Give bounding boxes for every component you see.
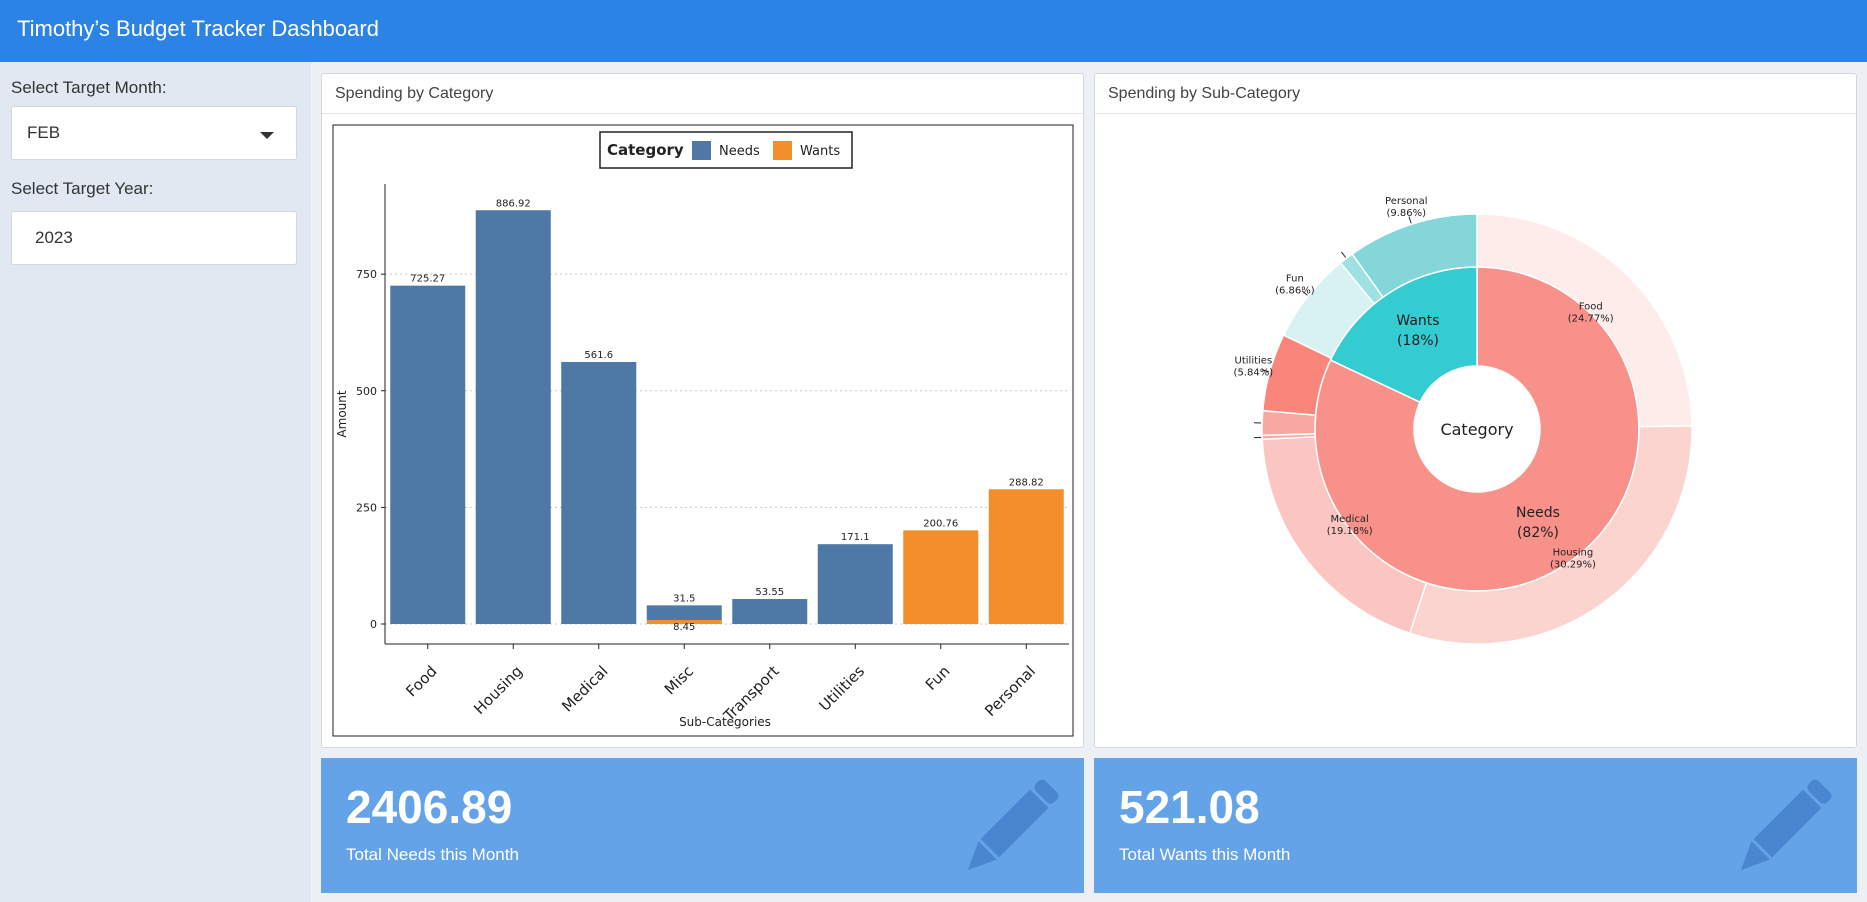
- bar-wants: [988, 489, 1064, 624]
- outer-label: Personal: [1385, 196, 1428, 207]
- outer-label-pct: (9.86%): [1386, 208, 1426, 219]
- inner-label-pct: (82%): [1517, 525, 1559, 541]
- y-tick-label: 250: [356, 501, 377, 514]
- y-axis-title: Amount: [335, 390, 349, 437]
- outer-slice: [1351, 213, 1478, 299]
- data-label: 886.92: [496, 198, 531, 209]
- total-wants-value: 521.08: [1119, 781, 1260, 833]
- year-input-value: 2023: [35, 228, 73, 247]
- box-title: Spending by Category: [335, 85, 494, 102]
- app-title: Timothy’s Budget Tracker Dashboard: [17, 16, 379, 41]
- app-header: Timothy’s Budget Tracker Dashboard: [0, 0, 1867, 62]
- data-label: 8.45: [673, 622, 695, 633]
- inner-label-pct: (18%): [1397, 333, 1439, 349]
- leader-line: [1408, 216, 1412, 224]
- y-tick-label: 500: [356, 385, 377, 398]
- outer-label-pct: (30.29%): [1550, 560, 1596, 571]
- bar-needs: [390, 285, 466, 624]
- leader-line: [1341, 251, 1347, 258]
- legend-box: [599, 131, 853, 169]
- box-header: Spending by Category: [322, 74, 1083, 114]
- sidebar: Select Target Month: FEB Select Target Y…: [0, 62, 311, 902]
- data-label: 200.76: [923, 518, 958, 529]
- outer-label: Food: [1579, 302, 1603, 313]
- inner-label: Needs: [1516, 505, 1560, 521]
- data-label: 725.27: [410, 274, 445, 285]
- data-label: 53.55: [755, 587, 784, 598]
- data-label: 561.6: [584, 350, 613, 361]
- outer-label: Utilities: [1235, 355, 1273, 366]
- total-needs-value: 2406.89: [346, 781, 513, 833]
- data-label: 31.5: [673, 593, 695, 604]
- x-axis-title: Sub-Categories: [679, 715, 771, 729]
- legend-label: Needs: [719, 144, 760, 159]
- outer-label-pct: (24.77%): [1568, 314, 1614, 325]
- center-label: Category: [1440, 420, 1513, 439]
- box-title: Spending by Sub-Category: [1108, 85, 1301, 102]
- total-wants-caption: Total Wants this Month: [1119, 845, 1291, 864]
- bar-needs: [817, 544, 893, 624]
- box-header: Spending by Sub-Category: [1095, 74, 1856, 114]
- outer-label-pct: (5.84%): [1234, 367, 1274, 378]
- center-hole: [1414, 366, 1540, 492]
- pencil-icon: [1740, 779, 1832, 871]
- legend-swatch-wants: [773, 141, 792, 160]
- category-chart-box: Spending by Category 0 250 500 750 725.27 Foo…: [321, 73, 1084, 748]
- outer-label-pct: (19.18%): [1327, 526, 1373, 537]
- bar-needs: [732, 599, 808, 624]
- month-select[interactable]: FEB: [11, 106, 297, 160]
- total-needs-caption: Total Needs this Month: [346, 845, 519, 864]
- outer-label: Fun: [1286, 273, 1304, 284]
- leader-line: [1301, 290, 1308, 296]
- inner-label: Wants: [1396, 313, 1439, 329]
- legend-label: Wants: [800, 144, 840, 159]
- outer-label: Housing: [1553, 548, 1594, 559]
- subcategory-chart-box: Spending by Sub-Category Food (24.77%) Hou…: [1094, 73, 1857, 748]
- bar-needs: [475, 210, 551, 624]
- year-label: Select Target Year:: [11, 179, 154, 198]
- bar-needs: [561, 362, 637, 624]
- bar-wants: [646, 620, 722, 624]
- data-label: 171.1: [841, 532, 870, 543]
- leader-line: [1261, 369, 1269, 373]
- pencil-icon: [967, 779, 1059, 871]
- bar-wants: [903, 530, 979, 624]
- outer-label: Medical: [1331, 514, 1369, 525]
- y-tick-label: 750: [356, 268, 377, 281]
- total-needs-box: 2406.89 Total Needs this Month: [321, 758, 1084, 893]
- legend-title: Category: [607, 141, 684, 159]
- chevron-down-icon: [260, 132, 274, 139]
- data-label: 288.82: [1009, 477, 1044, 488]
- year-input[interactable]: 2023: [11, 211, 297, 265]
- legend-swatch-needs: [692, 141, 711, 160]
- month-label: Select Target Month:: [11, 78, 167, 97]
- y-tick-label: 0: [370, 618, 377, 631]
- bar-needs: [646, 605, 722, 621]
- month-select-value: FEB: [27, 123, 61, 142]
- outer-label-pct: (6.86%): [1275, 285, 1315, 296]
- sunburst-chart: Food(24.77%) Housing(30.29%) Medical(19.18…: [1234, 196, 1693, 645]
- total-wants-box: 521.08 Total Wants this Month: [1094, 758, 1857, 893]
